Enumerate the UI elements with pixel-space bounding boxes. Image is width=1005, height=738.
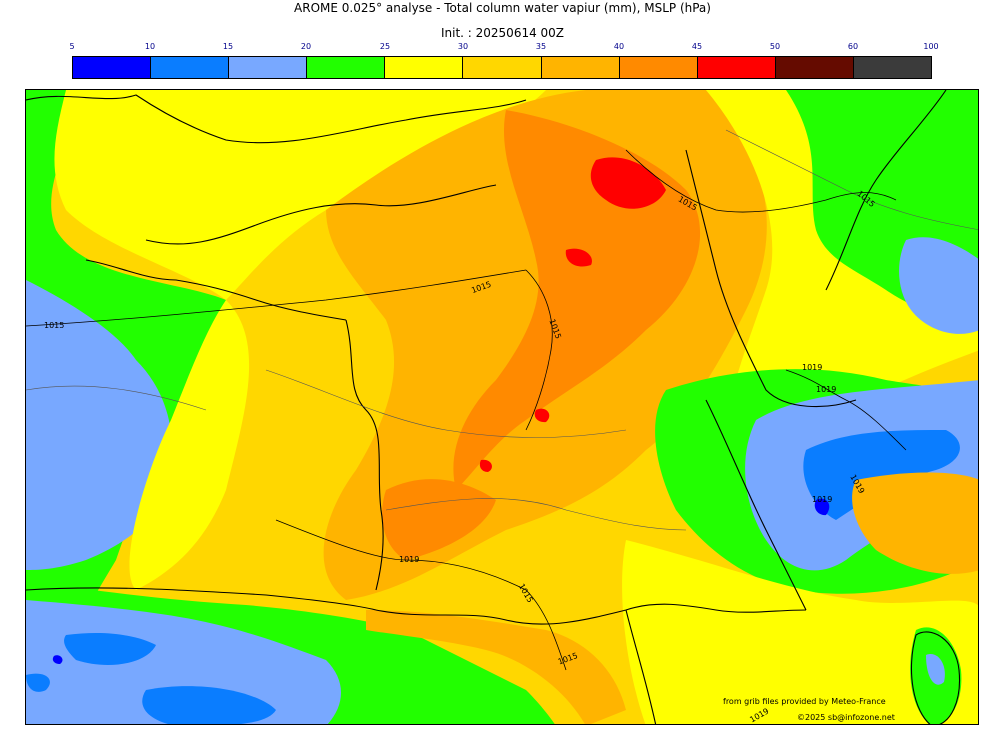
color-swatch-60-100: [853, 57, 932, 78]
scale-tick-label: 50: [769, 42, 781, 51]
copyright-credit: ©2025 sb@infozone.net: [797, 713, 895, 722]
red-peak-centre: [534, 408, 550, 423]
iberia-very-dry-zone: [64, 633, 156, 665]
admin-border: [265, 369, 627, 438]
red-peak-south: [479, 459, 492, 472]
scale-tick-label: 40: [613, 42, 625, 51]
alpine-very-dry-zone: [803, 430, 960, 520]
color-swatch-15-20: [229, 57, 308, 78]
isobar-line: [525, 269, 553, 431]
color-swatch-35-40: [541, 57, 620, 78]
scale-tick-label: 45: [691, 42, 703, 51]
color-swatch-25-30: [385, 57, 464, 78]
france-east-border: [685, 149, 857, 408]
iberia-very-dry-west: [26, 673, 50, 692]
color-scale-bar: [72, 56, 932, 79]
scale-tick-label: 30: [457, 42, 469, 51]
water-vapour-map[interactable]: 1015 1015 1015 1015 1019 1019 1019 1015 …: [25, 89, 979, 725]
west-coast-yellow: [129, 300, 250, 590]
isobars: [26, 149, 907, 671]
admin-border: [725, 129, 978, 230]
isobar-label: 1019: [812, 495, 832, 504]
scale-tick-label: 20: [300, 42, 312, 51]
admin-border: [385, 498, 687, 531]
isobar-line: [275, 519, 567, 671]
color-swatch-50-60: [775, 57, 854, 78]
scale-tick-label: 60: [847, 42, 859, 51]
iberia-very-dry-south: [142, 686, 276, 724]
atlantic-dry-zone: [26, 280, 173, 570]
isobar-label: 1019: [399, 555, 419, 564]
scale-tick-label: 100: [923, 42, 939, 51]
iberia-dry-zone: [26, 600, 341, 724]
catalonia-coast: [625, 609, 657, 724]
isobar-label: 1015: [44, 321, 64, 330]
color-swatch-45-50: [697, 57, 776, 78]
north-yellow-zone: [54, 90, 546, 300]
init-time-subtitle: Init. : 20250614 00Z: [440, 26, 565, 40]
color-swatch-5-10: [73, 57, 152, 78]
scale-tick-label: 5: [69, 42, 75, 51]
color-swatch-10-15: [151, 57, 230, 78]
admin-border: [26, 385, 207, 411]
brittany-coastline: [85, 259, 347, 321]
iberia-north-coast: [26, 587, 377, 611]
map-title: AROME 0.025° analyse - Total column wate…: [294, 1, 711, 15]
map-canvas: 1015 1015 1015 1015 1019 1019 1019 1015 …: [26, 90, 978, 724]
color-swatch-30-35: [463, 57, 542, 78]
corsica-dry-core: [926, 654, 945, 685]
eastern-border: [825, 90, 947, 291]
iberia-driest-spot: [52, 655, 63, 664]
pyrenees-orange-band: [366, 610, 626, 724]
scale-tick-label: 25: [379, 42, 391, 51]
north-east-dry-patch: [899, 237, 978, 334]
alpine-driest-spot: [814, 498, 830, 516]
data-source-credit: from grib files provided by Meteo-France: [723, 697, 886, 706]
corsica-coastline: [910, 631, 961, 724]
red-peak-north: [590, 157, 666, 209]
color-swatch-40-45: [619, 57, 698, 78]
scale-tick-label: 15: [222, 42, 234, 51]
france-italy-border: [705, 399, 807, 611]
channel-coastline: [145, 184, 497, 245]
isobar-line: [26, 269, 527, 327]
color-swatch-20-25: [307, 57, 386, 78]
isobar-line: [785, 369, 907, 451]
scale-tick-label: 10: [144, 42, 156, 51]
isobar-label: 1019: [802, 363, 822, 372]
france-south-coast: [375, 603, 807, 625]
isobar-line: [625, 149, 897, 213]
mediterranean-yellow: [622, 540, 978, 724]
coastlines: [26, 90, 961, 724]
red-peak-mid: [565, 248, 592, 267]
biscay-coastline: [345, 319, 384, 591]
isobar-label: 1019: [816, 385, 836, 394]
admin-borders: [26, 129, 978, 531]
south-east-orange: [852, 472, 978, 574]
north-coastline: [26, 94, 527, 144]
scale-tick-label: 35: [535, 42, 547, 51]
